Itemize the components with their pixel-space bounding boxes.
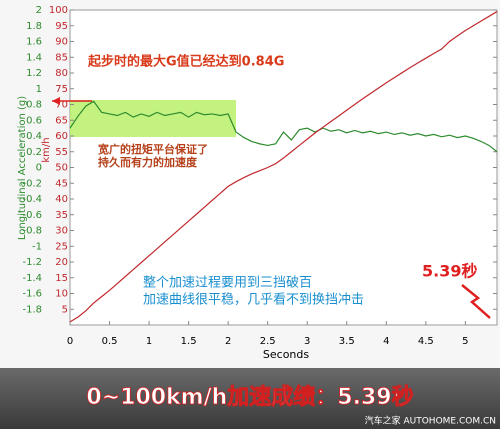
y-tick-label: -0.6 <box>22 210 42 221</box>
y2-tick-label: 45 <box>55 178 68 189</box>
x-tick-label: 4.5 <box>418 336 434 347</box>
watermark: 汽车之家 AUTOHOME.COM.CN <box>365 415 496 427</box>
highlight-box <box>70 100 236 137</box>
y2-tick-label: 75 <box>55 84 68 95</box>
lightning <box>461 284 491 319</box>
x-tick-label: 2 <box>225 336 231 347</box>
y-tick-label: -0.8 <box>22 226 42 237</box>
annotation: 加速曲线很平稳，几乎看不到换挡冲击 <box>143 292 364 308</box>
annotation: 起步时的最大G值已经达到0.84G <box>87 54 284 70</box>
y-tick-label: -1.2 <box>22 257 42 268</box>
y-axis-title: Longitudinal Acceleration (g) <box>17 96 28 240</box>
y2-tick-label: 65 <box>55 115 68 126</box>
data-line <box>69 11 498 323</box>
y2-tick-label: 85 <box>55 52 68 63</box>
y2-tick-label: 60 <box>55 131 68 142</box>
y-tick-label: -0.2 <box>22 178 42 189</box>
y2-axis-title: km/h <box>41 137 52 162</box>
y2-tick-label: 15 <box>55 273 68 284</box>
y-tick-label: 1 <box>36 84 42 95</box>
x-tick-label: 0 <box>67 336 73 347</box>
y-tick-label: 0 <box>36 163 42 174</box>
y2-tick-label: 5 <box>62 304 68 315</box>
plot-area <box>69 9 498 326</box>
y2-tick-label: 55 <box>55 147 68 158</box>
banner-background <box>0 368 500 429</box>
y2-tick-label: 30 <box>55 226 68 237</box>
y2-tick-label: 95 <box>55 21 68 32</box>
y2-tick-label: 70 <box>55 100 68 111</box>
y2-tick-label: 10 <box>55 289 68 300</box>
y-tick-label: -1 <box>32 241 42 252</box>
y2-tick-label: 90 <box>55 37 68 48</box>
y-tick-label: -1.8 <box>22 304 42 315</box>
y-tick-label: 0.6 <box>26 115 42 126</box>
y2-tick-label: 100 <box>49 5 68 16</box>
x-axis-title: Seconds <box>263 348 309 361</box>
x-tick-label: 1 <box>146 336 152 347</box>
x-tick-label: 3.5 <box>339 336 355 347</box>
y2-tick-label: 35 <box>55 210 68 221</box>
x-tick-label: 0.5 <box>102 336 118 347</box>
annotation: 持久而有力的加速度 <box>98 155 198 169</box>
x-tick-label: 2.5 <box>260 336 276 347</box>
y-tick-label: 2 <box>36 5 42 16</box>
y-tick-label: -1.4 <box>22 273 42 284</box>
y-tick-label: 1.2 <box>26 68 42 79</box>
annotation-arrow <box>52 97 60 105</box>
y-tick-label: 1.6 <box>26 37 42 48</box>
y-tick-label: 1.4 <box>26 52 42 63</box>
y-tick-label: 1.8 <box>26 21 42 32</box>
x-tick-label: 4 <box>383 336 389 347</box>
annotation: 宽广的扭矩平台保证了 <box>97 142 208 156</box>
y2-tick-label: 50 <box>55 163 68 174</box>
x-tick-label: 3 <box>304 336 310 347</box>
y-tick-label: -0.4 <box>22 194 42 205</box>
y2-tick-label: 80 <box>55 68 68 79</box>
x-tick-label: 5 <box>462 336 468 347</box>
y2-tick-label: 20 <box>55 257 68 268</box>
y2-tick-label: 25 <box>55 241 68 252</box>
y-tick-label: 0.8 <box>26 100 42 111</box>
y2-tick-label: 40 <box>55 194 68 205</box>
annotation: 整个加速过程要用到三挡破百 <box>143 276 312 291</box>
banner: 0~100km/h加速成绩：5.39秒 <box>86 384 413 410</box>
y-tick-label: -1.6 <box>22 289 42 300</box>
y-tick-label: 0.2 <box>26 147 42 158</box>
annotation: 5.39秒 <box>422 262 477 281</box>
y-tick-label: 0.4 <box>26 131 42 142</box>
x-tick-label: 1.5 <box>181 336 197 347</box>
data-line <box>69 100 498 153</box>
